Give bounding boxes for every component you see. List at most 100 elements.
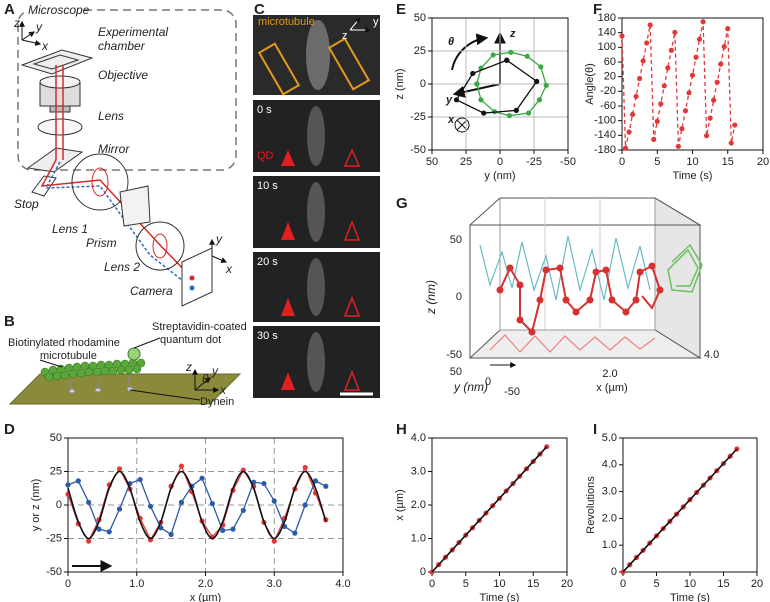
data-point: [230, 526, 236, 532]
data-point: [453, 97, 460, 103]
y-tick-label: 25: [414, 45, 426, 57]
label: microtubule: [258, 16, 315, 28]
data-point: [711, 97, 717, 103]
y-tick-label: -50: [46, 566, 62, 578]
x-tick-label: 20: [757, 156, 769, 168]
data-point: [506, 113, 513, 119]
data-point: [661, 83, 667, 89]
x-tick-label: 0: [497, 156, 503, 168]
y-tick-label: 20: [604, 71, 616, 83]
data-point: [534, 78, 540, 84]
annotation: z: [509, 28, 516, 40]
y-tick-label: 50: [50, 432, 62, 444]
plot-frame: [622, 437, 758, 573]
data-point: [732, 122, 738, 128]
data-point: [682, 108, 689, 114]
annotation: y: [445, 94, 453, 106]
label: Mirror: [98, 142, 130, 156]
y-tick-label: -140: [594, 129, 616, 141]
data-point: [106, 529, 112, 535]
data-point: [86, 538, 92, 544]
series-line: [67, 477, 327, 536]
y-tick-label: 4.0: [602, 459, 617, 471]
y-tick-label: 60: [604, 56, 616, 68]
data-point: [633, 93, 639, 100]
x-axis-title: Time (s): [480, 592, 520, 602]
axis-letter: x: [225, 262, 233, 276]
x-tick-label: 2.0: [198, 578, 213, 590]
y-tick-label: 0: [420, 78, 426, 90]
data-point: [116, 466, 123, 472]
y-tick-label: -50: [410, 144, 426, 156]
series-line: [67, 470, 327, 540]
annotation: x: [447, 114, 455, 126]
x-tick-label: 20: [751, 578, 763, 590]
series-line: [431, 446, 548, 573]
axis-letter: z: [342, 30, 348, 42]
y-tick-label: -180: [594, 144, 616, 156]
data-point: [474, 81, 480, 87]
data-point: [147, 503, 154, 509]
y-tick-label: -20: [600, 85, 616, 97]
y-tick-label: 0: [611, 566, 617, 578]
assay-diagram: [8, 337, 242, 405]
label: Biotinylated rhodamine: [8, 337, 120, 349]
x-tick-label: 0: [65, 578, 71, 590]
axis-letter: y: [211, 364, 219, 378]
time-label: 0 s: [257, 104, 272, 116]
data-point: [220, 527, 226, 534]
data-point: [619, 33, 625, 39]
data-point: [481, 110, 487, 116]
tick-label: -50: [446, 349, 462, 361]
y-axis-title: z (nm): [394, 68, 406, 99]
data-point: [504, 57, 510, 63]
data-point: [658, 101, 664, 107]
y-axis-title: Angle(θ): [584, 63, 596, 105]
data-point: [675, 143, 682, 149]
data-point: [668, 47, 674, 53]
y-axis-title: x (µm): [394, 489, 406, 520]
tick-label: 4.0: [704, 349, 719, 361]
x-tick-label: 5: [463, 578, 469, 590]
data-point: [312, 478, 319, 484]
x-tick-label: 1.0: [129, 578, 144, 590]
x-tick-label: 5: [653, 578, 659, 590]
x-tick-label: 10: [684, 578, 696, 590]
label: Camera: [130, 284, 173, 298]
axis-letter: y: [373, 16, 379, 28]
annotation: θ: [448, 36, 454, 48]
plot-frame: [431, 437, 568, 573]
y-tick-label: 1.0: [602, 539, 617, 551]
data-point: [178, 463, 185, 469]
label: Lens: [98, 109, 124, 123]
panel-label: B: [4, 313, 15, 330]
data-point: [538, 64, 544, 70]
data-point: [470, 70, 476, 77]
data-point: [679, 126, 685, 132]
panel-label: G: [396, 195, 408, 212]
label: chamber: [98, 39, 146, 53]
y-tick-label: 4.0: [411, 432, 426, 444]
panel-label: D: [4, 421, 15, 438]
x-tick-label: 4.0: [335, 578, 350, 590]
x-tick-label: 15: [527, 578, 539, 590]
x-tick-label: 10: [686, 156, 698, 168]
data-point: [271, 538, 277, 544]
label: Prism: [86, 236, 117, 250]
label: Lens 2: [104, 260, 140, 274]
data-point: [704, 133, 710, 139]
data-point: [524, 53, 530, 59]
axis-title: x (µm): [596, 382, 627, 394]
x-axis-title: Time (s): [673, 170, 713, 182]
label: Dynein: [200, 396, 234, 408]
3d-plot: [468, 197, 703, 368]
optics-diagram: [17, 4, 237, 307]
label: Lens 1: [52, 222, 88, 236]
tick-label: 0: [456, 291, 462, 303]
axis-letter: z: [13, 16, 20, 30]
y-tick-label: -100: [594, 115, 616, 127]
data-point: [640, 58, 646, 64]
panel-label: F: [593, 1, 602, 18]
x-tick-label: 10: [493, 578, 505, 590]
